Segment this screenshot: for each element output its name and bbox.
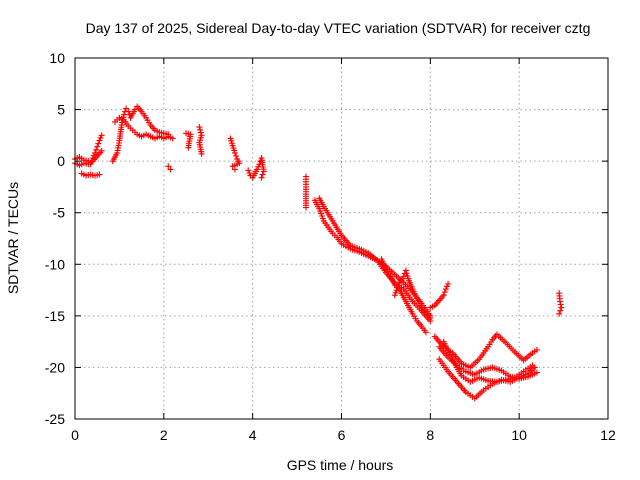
y-tick-label: -15: [45, 308, 65, 324]
data-point: [98, 147, 105, 154]
y-tick-label: -10: [45, 256, 65, 272]
data-points: [72, 103, 565, 402]
data-point: [403, 270, 410, 277]
x-tick-label: 0: [71, 427, 79, 443]
y-tick-label: 0: [57, 153, 65, 169]
chart-title: Day 137 of 2025, Sidereal Day-to-day VTE…: [86, 20, 591, 36]
data-point: [123, 105, 130, 112]
data-point: [131, 106, 138, 113]
data-point: [533, 346, 540, 353]
data-point: [198, 150, 205, 157]
x-tick-label: 10: [511, 427, 527, 443]
y-tick-labels: -25 -20 -15 -10 -5 0 5 10: [45, 50, 65, 427]
data-point: [556, 310, 563, 317]
data-point: [95, 140, 102, 147]
data-point: [196, 124, 203, 131]
data-point: [557, 298, 564, 305]
data-point: [185, 144, 192, 151]
data-point: [302, 204, 309, 211]
data-point: [445, 280, 452, 287]
data-point: [400, 273, 407, 280]
data-point: [258, 174, 265, 181]
x-tick-label: 12: [600, 427, 616, 443]
y-tick-label: -5: [53, 205, 66, 221]
data-point: [97, 134, 104, 141]
data-point: [93, 146, 100, 153]
data-point: [231, 166, 238, 173]
data-point: [229, 163, 236, 170]
data-point: [246, 170, 253, 176]
data-point: [120, 111, 127, 118]
data-point: [125, 108, 132, 115]
data-point: [442, 286, 449, 293]
data-point: [96, 137, 103, 144]
data-point: [427, 314, 434, 321]
x-tick-labels: 0 2 4 6 8 10 12: [71, 427, 616, 443]
data-point: [96, 171, 103, 178]
data-point: [422, 329, 429, 336]
data-point: [440, 292, 447, 299]
y-tick-label: -20: [45, 359, 65, 375]
x-tick-label: 4: [249, 427, 257, 443]
x-tick-label: 2: [160, 427, 168, 443]
x-axis-label: GPS time / hours: [287, 457, 394, 473]
x-tick-label: 6: [338, 427, 346, 443]
data-point: [533, 369, 540, 376]
data-point: [404, 272, 411, 279]
x-tick-label: 8: [426, 427, 434, 443]
data-point: [557, 307, 564, 314]
data-point: [167, 166, 174, 173]
data-point: [558, 304, 565, 311]
data-point: [260, 168, 267, 175]
axis-ticks: [74, 57, 609, 420]
y-tick-label: 10: [49, 50, 65, 66]
y-tick-label: 5: [57, 102, 65, 118]
data-point: [443, 283, 450, 290]
data-point: [231, 149, 238, 156]
data-point: [98, 132, 105, 139]
data-point: [165, 163, 172, 170]
data-point: [529, 362, 536, 369]
data-point: [557, 301, 564, 308]
y-axis-label: SDTVAR / TECUs: [5, 182, 21, 294]
data-point: [197, 126, 204, 133]
data-point: [233, 152, 240, 159]
data-point: [402, 267, 409, 274]
data-point: [254, 166, 261, 173]
data-point: [197, 129, 204, 136]
data-point: [245, 167, 252, 174]
data-point: [94, 143, 101, 150]
data-point: [91, 149, 98, 156]
data-point: [169, 135, 176, 142]
y-tick-label: -25: [45, 411, 65, 427]
data-point: [441, 289, 448, 296]
data-point: [259, 171, 266, 178]
